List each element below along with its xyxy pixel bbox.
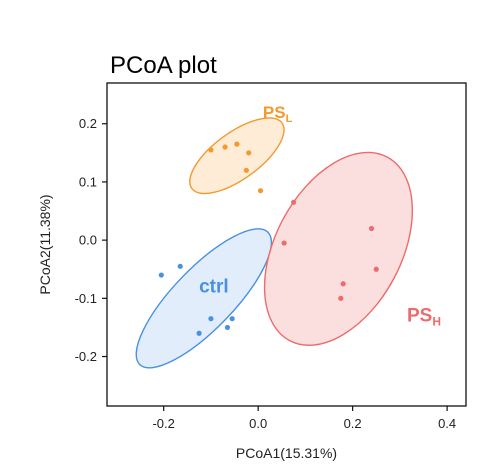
point-ps-h <box>290 199 297 205</box>
point-ctrl <box>158 272 164 278</box>
ellipse-ps-h <box>263 151 414 346</box>
y-tick-label: 0.2 <box>79 116 97 131</box>
point-ctrl <box>224 324 231 331</box>
y-tick-label: 0.0 <box>79 233 97 248</box>
group-label-ps-h: PSH <box>407 306 441 329</box>
y-tick-label: 0.1 <box>79 174 97 189</box>
ellipse-layer <box>135 117 414 369</box>
point-ps-l <box>222 144 228 150</box>
x-tick-label: 0.2 <box>344 416 362 431</box>
point-ctrl <box>177 263 183 269</box>
point-ps-h <box>338 295 344 301</box>
points-layer <box>158 141 379 336</box>
point-ps-h <box>368 225 375 232</box>
group-label-ctrl: ctrl <box>199 277 229 298</box>
y-tick-label: -0.1 <box>75 291 97 306</box>
ellipse-ps-l <box>189 117 285 195</box>
point-ps-h <box>281 240 287 246</box>
point-ctrl <box>229 316 235 322</box>
point-ps-l <box>208 147 214 153</box>
y-axis-label: PCoA2(11.38%) <box>37 194 53 294</box>
chart-title: PCoA plot <box>110 52 217 79</box>
x-axis-label: PCoA1(15.31%) <box>236 445 337 461</box>
point-ctrl <box>196 330 202 336</box>
x-tick-label: 0.0 <box>249 416 267 431</box>
point-ps-h <box>340 281 346 287</box>
point-ps-l <box>243 167 249 173</box>
ellipse-ctrl <box>135 228 273 369</box>
point-ctrl <box>208 316 214 322</box>
x-tick-label: -0.2 <box>152 416 174 431</box>
point-ps-h <box>373 266 379 272</box>
plot-frame <box>106 82 467 407</box>
point-ps-l <box>257 188 264 194</box>
point-ps-l <box>246 150 252 156</box>
x-tick-label: 0.4 <box>438 416 456 431</box>
axes-layer: -0.2 0.0 0.2 0.4 -0.2 -0.1 0.0 0.1 0.2 <box>75 116 457 431</box>
group-label-ps-l: PSL <box>263 103 293 125</box>
y-tick-label: -0.2 <box>75 349 97 364</box>
point-ps-l <box>234 141 240 147</box>
